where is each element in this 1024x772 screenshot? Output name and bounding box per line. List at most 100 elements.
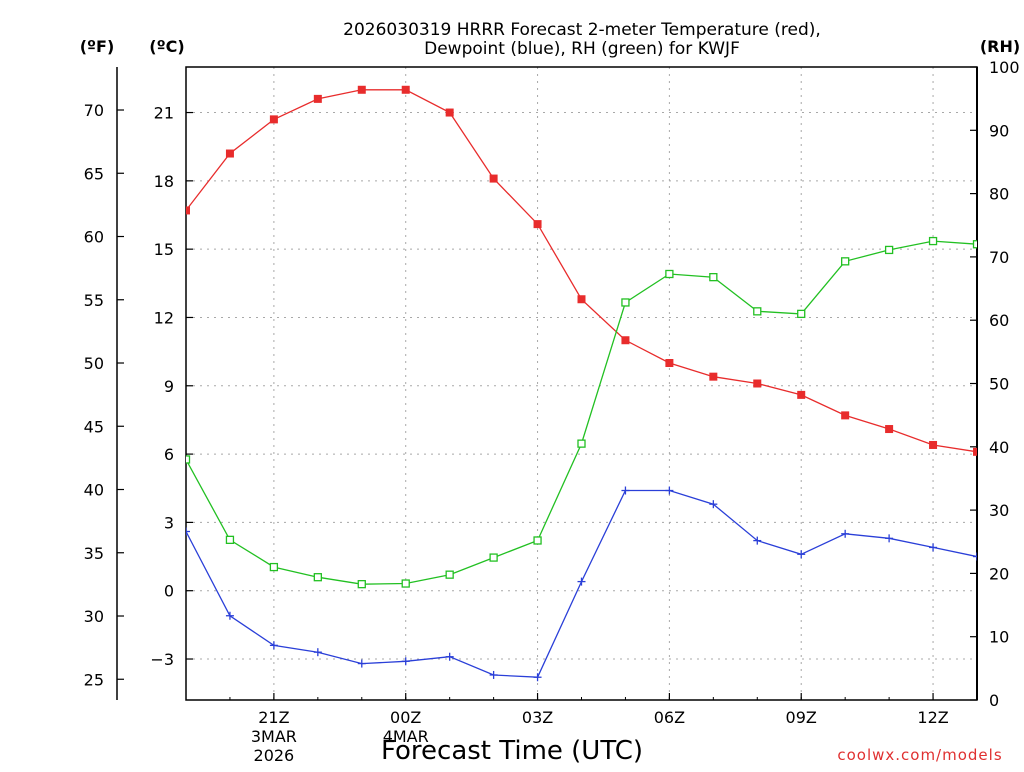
rh-point: [753, 307, 762, 316]
rh-point: [797, 309, 806, 319]
fahrenheit-tick-label: 65: [84, 164, 104, 183]
date-label: 4MAR: [383, 727, 429, 746]
celsius-tick-label: 9: [164, 377, 174, 396]
rh-tick-label: 30: [989, 501, 1009, 520]
time-tick-label: 09Z: [786, 708, 817, 727]
time-tick-label: 12Z: [917, 708, 948, 727]
fahrenheit-tick-label: 50: [84, 354, 104, 373]
rh-point: [225, 535, 235, 545]
dewpoint-point: [357, 659, 366, 668]
fahrenheit-tick-label: 40: [84, 481, 104, 500]
rh-tick-label: 10: [989, 628, 1009, 647]
rh-point: [533, 536, 542, 545]
rh-point: [972, 240, 977, 249]
time-tick-label: 00Z: [390, 708, 421, 727]
celsius-tick-label: 21: [154, 104, 174, 123]
temperature-point: [401, 85, 410, 94]
temperature-point: [357, 85, 366, 94]
dewpoint-point: [621, 486, 630, 495]
celsius-tick-label: 15: [154, 240, 174, 259]
fahrenheit-tick-label: 45: [84, 417, 104, 436]
rh-point: [489, 553, 498, 562]
celsius-tick-label: 12: [154, 308, 174, 327]
plot-frame: [185, 66, 978, 701]
temperature-point: [269, 115, 278, 124]
rh-tick-label: 90: [989, 121, 1009, 140]
rh-tick-label: 0: [989, 691, 999, 710]
chart-title-line2: Dewpoint (blue), RH (green) for KWJF: [424, 39, 740, 59]
rh-point: [665, 269, 674, 279]
temperature-point: [841, 411, 850, 420]
rh-point: [313, 573, 322, 582]
temperature-point: [225, 149, 234, 158]
fahrenheit-tick-label: 25: [84, 670, 104, 689]
year-label: 2026: [254, 746, 295, 765]
rh-tick-label: 40: [989, 438, 1009, 457]
dewpoint-point: [533, 673, 542, 682]
temperature-point: [753, 379, 762, 388]
temperature-point: [186, 206, 190, 215]
temperature-point: [577, 295, 586, 304]
rh-point: [445, 570, 454, 579]
dewpoint-point: [797, 550, 806, 559]
temperature-point: [489, 174, 498, 183]
fahrenheit-tick-label: 55: [84, 291, 104, 310]
celsius-tick-label: 0: [164, 582, 174, 601]
credit-text: coolwx.com/models: [837, 746, 1002, 764]
series-rh: [186, 236, 977, 589]
fahrenheit-tick-label: 30: [84, 607, 104, 626]
temperature-point: [885, 425, 894, 434]
dewpoint-point: [313, 648, 322, 657]
dewpoint-point: [577, 577, 586, 586]
series-temperature: [186, 85, 977, 456]
temperature-point: [973, 447, 977, 456]
dewpoint-point: [885, 534, 894, 543]
rh-point: [928, 236, 938, 246]
axes: −3 0 3 6 9 12 15 18 21 25 30 35 40 45 50 55 60 65 70 0 10 20 3…: [84, 58, 1020, 765]
fahrenheit-tick-label: 35: [84, 544, 104, 563]
series-dewpoint: [186, 486, 977, 682]
dewpoint-point: [841, 529, 850, 538]
rh-point: [884, 245, 894, 255]
rh-point: [401, 579, 410, 588]
dewpoint-point: [665, 486, 674, 495]
rh-tick-label: 100: [989, 58, 1020, 77]
dewpoint-point: [489, 670, 498, 679]
x-axis-title: Forecast Time (UTC): [381, 736, 643, 766]
grid-lines: [186, 67, 977, 700]
fahrenheit-tick-label: 60: [84, 228, 104, 247]
temperature-point: [445, 108, 454, 117]
dewpoint-point: [269, 641, 278, 650]
celsius-tick-label: 18: [154, 172, 174, 191]
rh-tick-label: 60: [989, 311, 1009, 330]
celsius-tick-label: 6: [164, 445, 174, 464]
temperature-point: [621, 336, 630, 345]
temperature-point: [665, 359, 674, 368]
celsius-tick-label: 3: [164, 513, 174, 532]
dewpoint-point: [709, 500, 718, 509]
rh-point: [841, 257, 850, 266]
time-tick-label: 21Z: [258, 708, 289, 727]
temperature-point: [313, 94, 322, 103]
temperature-point: [929, 440, 938, 449]
rh-point: [709, 273, 718, 282]
rh-point: [186, 455, 191, 464]
rh-tick-label: 80: [989, 185, 1009, 204]
dewpoint-point: [401, 657, 410, 666]
dewpoint-point: [929, 543, 938, 552]
dewpoint-point: [225, 611, 234, 620]
dewpoint-point: [973, 552, 977, 561]
date-label: 3MAR: [251, 727, 297, 746]
celsius-unit-label: (ºC): [149, 37, 184, 56]
chart-title-line1: 2026030319 HRRR Forecast 2-meter Tempera…: [343, 20, 821, 40]
time-tick-label: 06Z: [654, 708, 685, 727]
rh-tick-label: 20: [989, 564, 1009, 583]
temperature-point: [533, 220, 542, 229]
data-series: [186, 85, 977, 682]
rh-point: [577, 439, 586, 448]
dewpoint-point: [186, 527, 190, 536]
temperature-point: [797, 390, 806, 399]
temperature-point: [709, 372, 718, 381]
dewpoint-point: [445, 652, 454, 661]
